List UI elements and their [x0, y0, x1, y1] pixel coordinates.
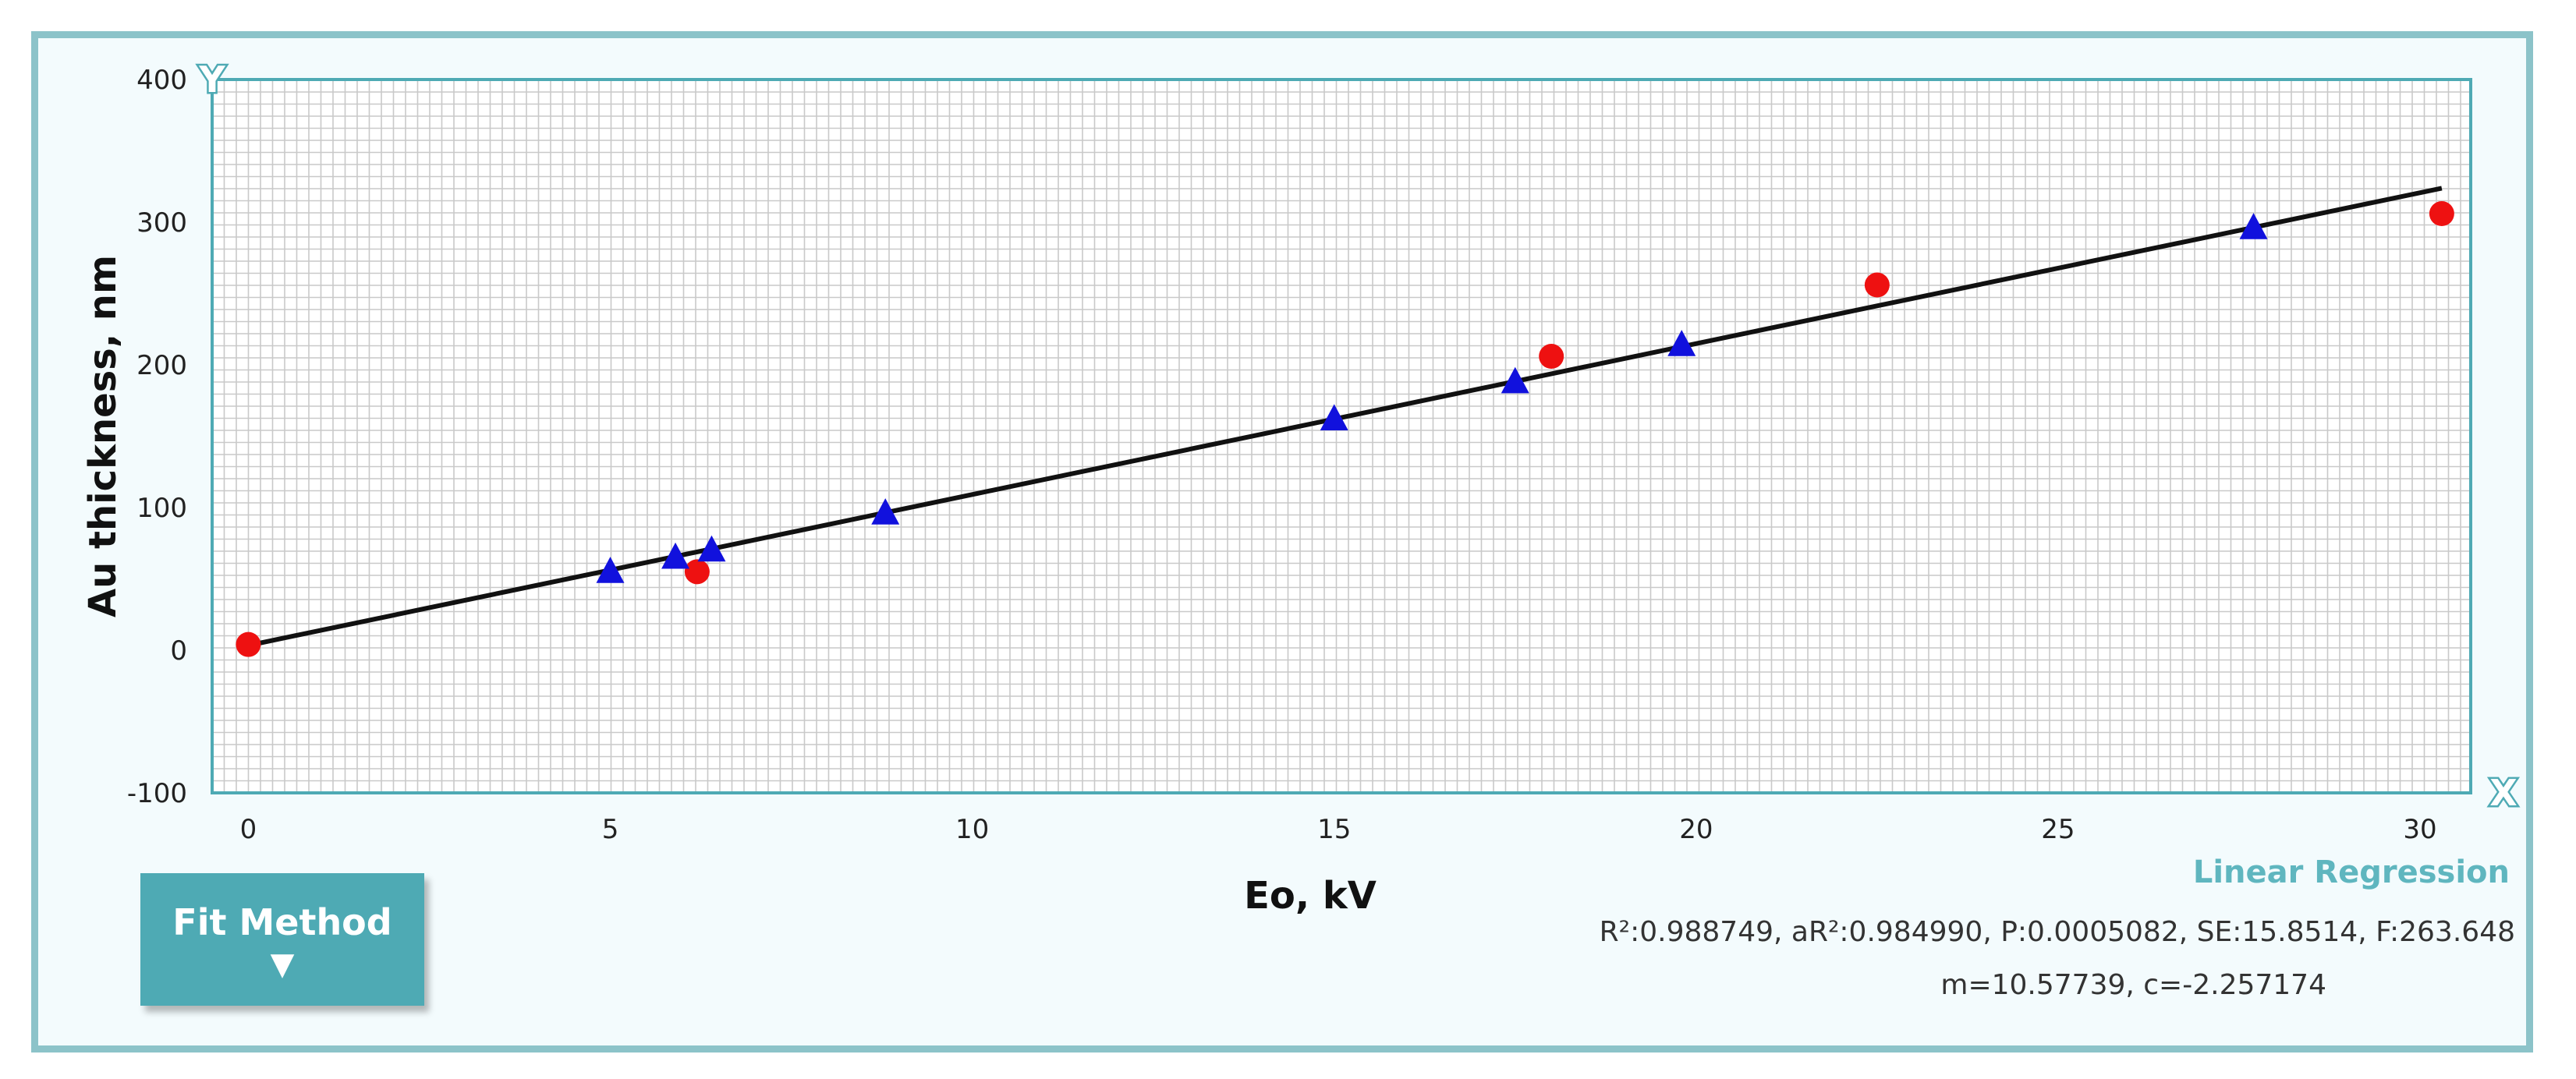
y-tick-label: 0: [170, 635, 187, 667]
data-point-triangle: [1501, 366, 1529, 394]
data-point-circle: [2429, 201, 2454, 227]
fit-method-label: Fit Method: [172, 901, 392, 943]
data-point-triangle: [1320, 404, 1348, 430]
data-point-triangle: [2239, 213, 2268, 239]
data-point-triangle: [596, 557, 625, 583]
regression-stats: R²:0.988749, aR²:0.984990, P:0.0005082, …: [1599, 916, 2515, 948]
x-tick-label: 5: [602, 814, 619, 845]
x-tick-label: 10: [955, 814, 989, 845]
x-axis-handle-icon[interactable]: X: [2488, 770, 2519, 816]
dropdown-arrow-icon: ▼: [270, 946, 295, 982]
plot-border: [211, 78, 2472, 794]
x-tick-label: 25: [2041, 814, 2075, 845]
y-axis-handle[interactable]: Y: [197, 57, 228, 103]
data-point-triangle: [1667, 330, 1696, 356]
x-axis-title: Eo, kV: [1244, 874, 1377, 918]
data-point-circle: [236, 631, 261, 657]
data-point-circle: [1539, 344, 1564, 370]
y-tick-label: 400: [136, 65, 187, 96]
y-tick-label: 100: [136, 493, 187, 524]
y-axis-title: Au thickness, nm: [81, 255, 125, 617]
x-tick-label: 20: [1679, 814, 1713, 845]
regression-title: Linear Regression: [2192, 854, 2510, 890]
y-tick-label: 300: [136, 207, 187, 239]
x-tick-label: 0: [240, 814, 257, 845]
fit-method-button[interactable]: Fit Method ▼: [140, 873, 424, 1006]
plot-area: [212, 80, 2471, 793]
data-point-triangle: [661, 542, 690, 569]
data-point-triangle: [871, 498, 900, 525]
data-points: [236, 201, 2454, 657]
y-axis-handle-icon[interactable]: Y: [197, 57, 228, 103]
regression-coefficients: m=10.57739, c=-2.257174: [1940, 969, 2326, 1001]
data-point-circle: [684, 559, 710, 585]
data-point-triangle: [697, 535, 726, 562]
x-tick-label: 15: [1317, 814, 1351, 845]
y-tick-label: 200: [136, 350, 187, 381]
y-tick-label: -100: [127, 778, 187, 809]
axis-ticks: 0 5 10 15 20 25 30 -100 0 100 200 300 400: [127, 65, 2437, 845]
x-axis-handle[interactable]: X: [2488, 770, 2519, 816]
grid: [211, 79, 2471, 794]
data-point-circle: [1864, 272, 1890, 298]
x-tick-label: 30: [2403, 814, 2436, 845]
